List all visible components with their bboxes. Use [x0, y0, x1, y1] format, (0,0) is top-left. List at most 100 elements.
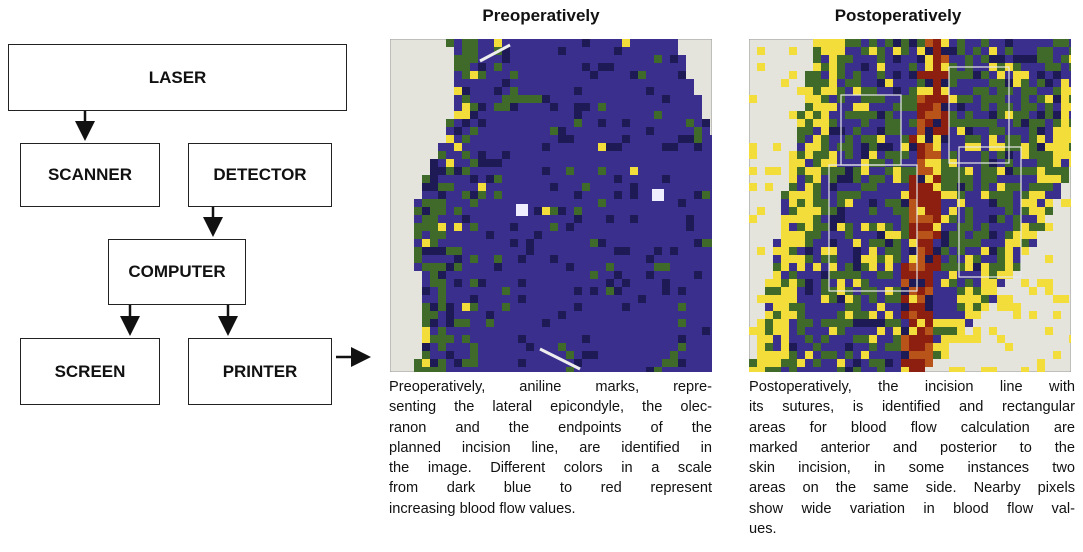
pixel: [614, 279, 622, 287]
pixel: [965, 199, 973, 207]
pixel: [949, 239, 957, 247]
pixel: [694, 119, 702, 127]
pixel: [1069, 335, 1071, 343]
pixel: [965, 279, 973, 287]
pixel: [558, 119, 566, 127]
pixel: [454, 295, 462, 303]
pixel: [502, 159, 510, 167]
pixel: [941, 199, 949, 207]
pixel: [805, 327, 813, 335]
pixel: [462, 223, 470, 231]
pixel: [949, 287, 957, 295]
pixel: [526, 215, 534, 223]
pixel: [941, 55, 949, 63]
pixel: [622, 95, 630, 103]
pixel: [590, 167, 598, 175]
pixel: [606, 367, 614, 372]
pixel: [542, 111, 550, 119]
caption-line: areas for blood flow calculation are: [749, 418, 1075, 438]
pixel: [901, 183, 909, 191]
pixel: [901, 239, 909, 247]
pixel: [877, 247, 885, 255]
pixel: [438, 215, 446, 223]
pixel: [582, 207, 590, 215]
pixel: [606, 191, 614, 199]
pixel: [614, 215, 622, 223]
pixel: [574, 55, 582, 63]
pixel: [901, 279, 909, 287]
pixel: [797, 119, 805, 127]
pixel: [526, 55, 534, 63]
pixel: [502, 335, 510, 343]
pixel: [438, 287, 446, 295]
pixel: [1069, 95, 1071, 103]
pixel: [1029, 191, 1037, 199]
pixel: [622, 47, 630, 55]
pixel: [646, 319, 654, 327]
pixel: [470, 47, 478, 55]
pixel: [853, 79, 861, 87]
pixel: [582, 183, 590, 191]
pixel: [462, 327, 470, 335]
pixel: [893, 79, 901, 87]
pixel: [438, 231, 446, 239]
pixel: [853, 279, 861, 287]
pixel: [654, 207, 662, 215]
pixel: [678, 247, 686, 255]
pixel: [853, 63, 861, 71]
pixel: [941, 247, 949, 255]
pixel: [1069, 71, 1071, 79]
pixel: [686, 135, 694, 143]
pixel: [821, 87, 829, 95]
pixel: [654, 271, 662, 279]
pixel: [981, 135, 989, 143]
pixel: [638, 119, 646, 127]
pixel: [909, 359, 917, 367]
pixel: [1053, 95, 1061, 103]
pixel: [486, 183, 494, 191]
pixel: [845, 215, 853, 223]
pixel: [550, 215, 558, 223]
pixel: [446, 127, 454, 135]
pixel: [686, 183, 694, 191]
pixel: [550, 279, 558, 287]
pixel: [1029, 231, 1037, 239]
pixel: [526, 343, 534, 351]
pixel: [861, 159, 869, 167]
pixel: [997, 47, 1005, 55]
pixel: [989, 151, 997, 159]
pixel: [462, 199, 470, 207]
pixel: [973, 191, 981, 199]
pixel: [694, 319, 702, 327]
pixel: [502, 175, 510, 183]
pixel: [965, 151, 973, 159]
pixel: [510, 231, 518, 239]
pixel: [710, 295, 712, 303]
pixel: [805, 359, 813, 367]
pixel: [502, 183, 510, 191]
pixel: [494, 71, 502, 79]
pixel: [630, 87, 638, 95]
pixel: [494, 127, 502, 135]
pixel: [670, 279, 678, 287]
pixel: [1029, 199, 1037, 207]
pixel: [678, 135, 686, 143]
pixel: [518, 271, 526, 279]
pixel: [1021, 207, 1029, 215]
pixel: [478, 279, 486, 287]
pixel: [670, 103, 678, 111]
pixel: [973, 271, 981, 279]
pixel: [917, 207, 925, 215]
pixel: [454, 175, 462, 183]
pixel: [470, 183, 478, 191]
pixel: [1053, 55, 1061, 63]
pixel: [1061, 159, 1069, 167]
pixel: [885, 167, 893, 175]
pixel: [893, 263, 901, 271]
pixel: [486, 111, 494, 119]
pixel: [949, 87, 957, 95]
pixel: [518, 183, 526, 191]
pixel: [789, 303, 797, 311]
pixel: [558, 311, 566, 319]
pixel: [981, 127, 989, 135]
